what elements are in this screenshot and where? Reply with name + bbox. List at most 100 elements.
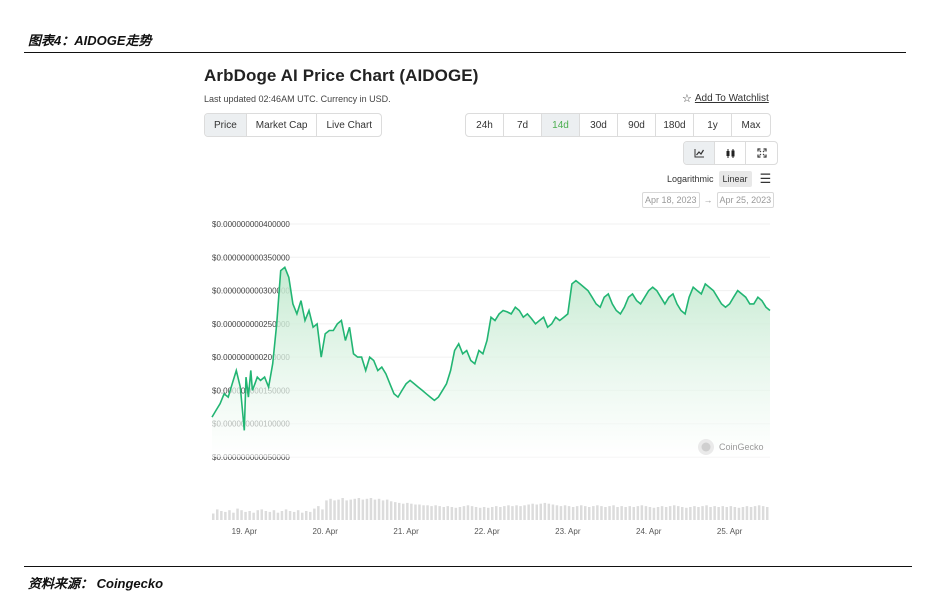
volume-bar: [580, 505, 583, 520]
date-separator: →: [703, 195, 713, 205]
scale-linear[interactable]: Linear: [718, 171, 752, 187]
volume-bar: [248, 511, 251, 520]
volume-bar: [588, 507, 591, 520]
volume-bar: [523, 505, 526, 520]
volume-bar: [677, 506, 680, 520]
menu-icon[interactable]: ☰: [759, 171, 772, 186]
volume-bar: [644, 506, 648, 520]
price-area: [212, 267, 770, 457]
tab-live-chart[interactable]: Live Chart: [326, 119, 373, 131]
volume-bar: [422, 505, 425, 520]
scale-logarithmic[interactable]: Logarithmic: [667, 174, 714, 184]
volume-bar: [450, 507, 454, 520]
range-90d[interactable]: 90d: [618, 114, 656, 136]
volume-bar: [701, 506, 704, 520]
x-tick-label: 20. Apr: [313, 527, 339, 536]
volume-bar: [276, 512, 280, 520]
volume-bar: [575, 506, 579, 520]
volume-bars: [212, 498, 769, 520]
volume-bar: [737, 507, 741, 520]
range-14d[interactable]: 14d: [542, 114, 580, 136]
volume-bar: [292, 511, 296, 520]
volume-bar: [309, 511, 312, 520]
volume-bar: [462, 506, 466, 520]
volume-bar: [620, 506, 623, 520]
line-chart-icon[interactable]: [684, 142, 715, 164]
figure-source: 资料来源： Coingecko: [28, 576, 164, 591]
volume-bar: [592, 506, 595, 520]
add-to-watchlist-link[interactable]: ☆ Add To Watchlist: [682, 93, 769, 104]
volume-bar: [547, 503, 551, 520]
volume-bar: [228, 510, 231, 520]
y-tick-label: $0.000000000300000: [212, 287, 290, 296]
volume-bar: [507, 505, 510, 520]
range-24h[interactable]: 24h: [466, 114, 504, 136]
range-7d[interactable]: 7d: [504, 114, 542, 136]
volume-bar: [329, 498, 332, 520]
volume-bar: [381, 500, 385, 520]
volume-bar: [256, 510, 259, 520]
range-1y[interactable]: 1y: [694, 114, 732, 136]
volume-bar: [474, 507, 478, 520]
volume-bar: [551, 504, 555, 520]
volume-bar: [600, 506, 603, 520]
volume-bar: [741, 507, 745, 520]
last-updated-text: Last updated 02:46AM UTC. Currency in US…: [204, 94, 391, 104]
scale-toggle: Logarithmic Linear ☰: [667, 171, 771, 187]
volume-bar: [660, 506, 664, 520]
volume-bar: [418, 504, 421, 520]
range-30d[interactable]: 30d: [580, 114, 618, 136]
volume-bar: [757, 505, 761, 520]
volume-bar: [216, 509, 219, 520]
watchlist-label: Add To Watchlist: [694, 93, 769, 104]
chart-type-tabs: Price Market Cap Live Chart: [204, 113, 383, 137]
coingecko-watermark: CoinGecko: [698, 439, 764, 455]
volume-bar: [745, 506, 749, 520]
candlestick-icon[interactable]: [715, 142, 746, 164]
date-from-input[interactable]: Apr 18, 2023: [642, 192, 700, 208]
tab-price[interactable]: Price: [205, 114, 247, 136]
volume-bar: [224, 511, 227, 520]
volume-bar: [398, 502, 401, 520]
volume-bar: [725, 507, 728, 520]
volume-bar: [604, 507, 607, 520]
volume-bar: [232, 512, 235, 520]
volume-bar: [430, 506, 433, 520]
date-to-input[interactable]: Apr 25, 2023: [716, 192, 775, 208]
volume-bar: [543, 502, 547, 520]
x-tick-label: 25. Apr: [717, 527, 743, 536]
volume-bar: [220, 511, 223, 520]
volume-bar: [761, 506, 765, 520]
fullscreen-icon[interactable]: [746, 142, 777, 164]
volume-bar: [454, 507, 458, 520]
price-line: [211, 265, 771, 431]
volume-bar: [385, 499, 389, 520]
volume-bar: [519, 506, 522, 520]
volume-bar: [341, 498, 344, 520]
volume-bar: [301, 512, 304, 520]
volume-bar: [268, 511, 272, 520]
volume-bar: [260, 509, 263, 520]
volume-bar: [749, 507, 753, 520]
y-tick-label: $0.000000000050000: [212, 453, 290, 462]
range-max[interactable]: Max: [741, 119, 761, 131]
page-title: ArbDoge AI Price Chart (AIDOGE): [204, 66, 479, 85]
volume-bar: [244, 511, 247, 520]
volume-bar: [559, 506, 563, 520]
volume-bar: [689, 507, 692, 520]
range-180d[interactable]: 180d: [656, 114, 694, 136]
volume-bar: [656, 507, 660, 520]
volume-bar: [272, 510, 276, 520]
volume-bar: [377, 498, 381, 520]
volume-bar: [499, 507, 502, 520]
tab-market-cap[interactable]: Market Cap: [247, 114, 318, 136]
volume-bar: [668, 506, 672, 520]
figure-title: 图表4：AIDOGE走势: [28, 33, 152, 48]
volume-bar: [664, 507, 668, 520]
volume-bar: [624, 507, 627, 520]
volume-bar: [608, 506, 611, 520]
volume-bar: [212, 513, 215, 520]
y-tick-label: $0.000000000250000: [212, 320, 290, 329]
volume-bar: [333, 500, 336, 520]
